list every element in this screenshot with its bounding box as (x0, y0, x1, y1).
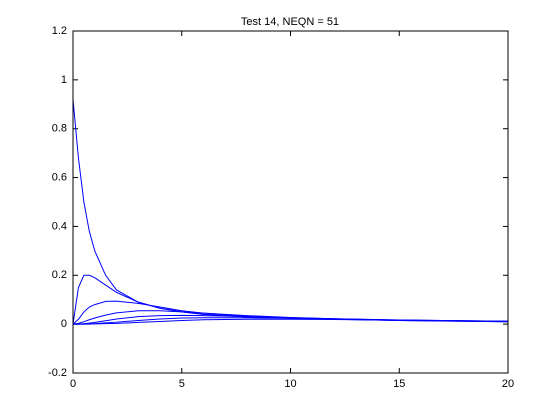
axes-box (72, 30, 509, 374)
y-tick-label: 1.2 (52, 25, 67, 37)
y-tick-label: 0.8 (52, 123, 67, 135)
x-tick-label: 0 (70, 378, 76, 390)
plot-area (73, 31, 508, 373)
x-tick-label: 15 (393, 378, 405, 390)
y-tick-label: 1 (61, 74, 67, 86)
y-tick-label: 0.6 (52, 171, 67, 183)
x-tick-label: 10 (284, 378, 296, 390)
y-tick-label: 0.2 (52, 269, 67, 281)
y-tick-label: -0.2 (48, 367, 67, 379)
x-tick-label: 5 (179, 378, 185, 390)
y-tick-label: 0.4 (52, 220, 67, 232)
y-tick-label: 0 (61, 318, 67, 330)
chart-title: Test 14, NEQN = 51 (241, 16, 339, 28)
x-tick-label: 20 (502, 378, 514, 390)
series-line (73, 318, 509, 325)
